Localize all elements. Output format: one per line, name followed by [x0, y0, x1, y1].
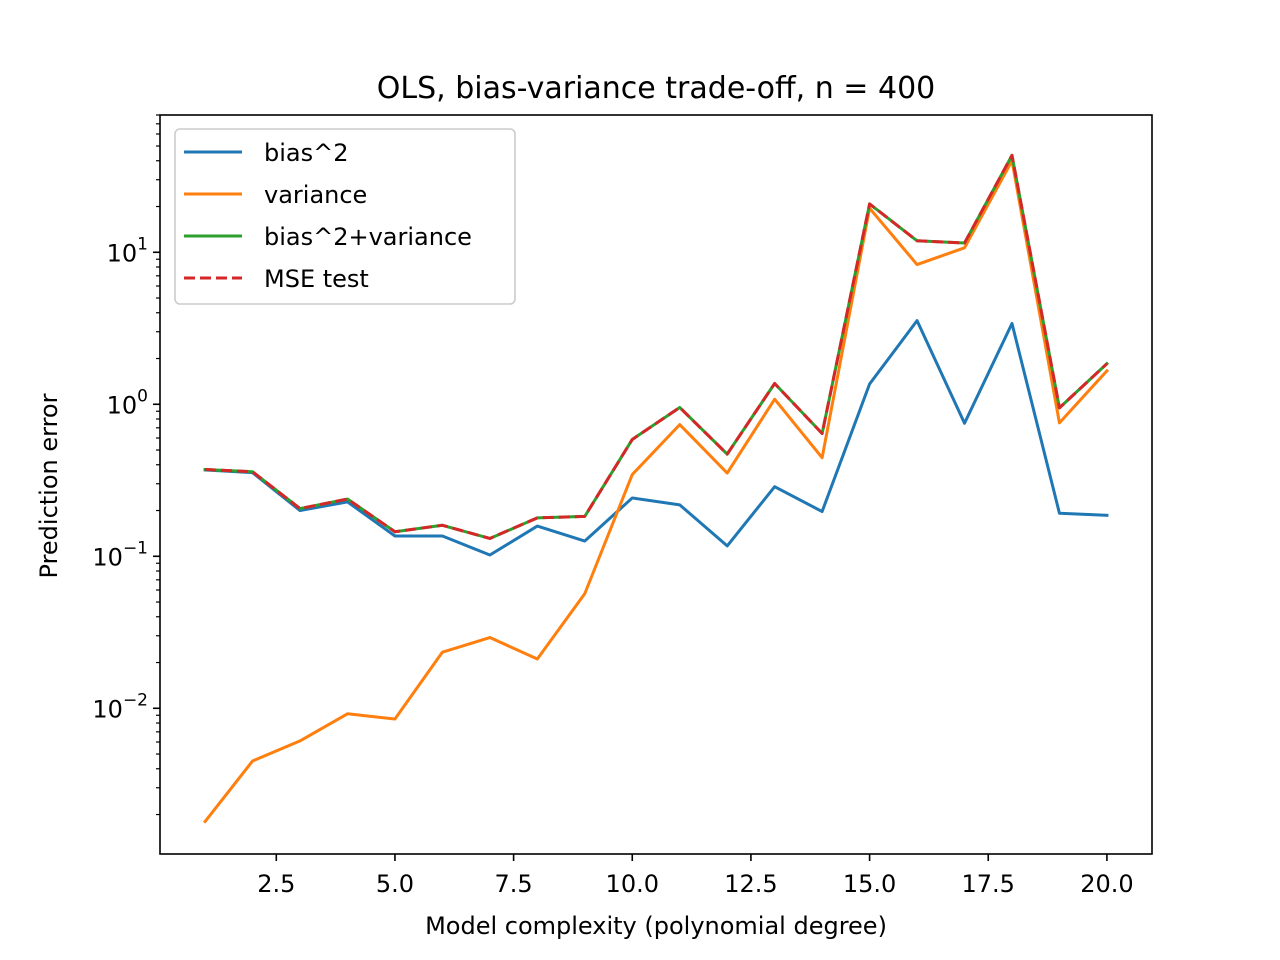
legend-label-3: bias^2+variance [264, 223, 472, 251]
x-tick-label: 20.0 [1080, 870, 1133, 898]
x-tick-label: 15.0 [843, 870, 896, 898]
x-tick-label: 7.5 [495, 870, 533, 898]
plot-area: 2.5 5.0 7.5 10.0 12.5 15.0 17.5 20.0 10−2 10−1 100… [92, 114, 1153, 898]
x-tick-label: 5.0 [376, 870, 414, 898]
x-tick-label: 10.0 [606, 870, 659, 898]
series-line-4 [205, 153, 1108, 540]
y-tick-label: 100 [107, 386, 148, 419]
legend-label-1: bias^2 [264, 139, 349, 167]
x-axis-label: Model complexity (polynomial degree) [425, 912, 887, 940]
legend-label-4: MSE test [264, 265, 369, 293]
x-tick-label: 12.5 [724, 870, 777, 898]
x-tick-label: 2.5 [257, 870, 295, 898]
chart-title: OLS, bias-variance trade-off, n = 400 [377, 71, 936, 106]
legend-label-2: variance [264, 181, 367, 209]
y-tick-label: 10−2 [92, 690, 148, 723]
y-tick-label: 101 [107, 234, 148, 267]
series-line-2 [202, 159, 1110, 824]
axes-frame [159, 114, 1153, 855]
legend: bias^2 variance bias^2+variance MSE test [174, 128, 516, 305]
legend-box [174, 128, 516, 305]
x-tick-label: 17.5 [962, 870, 1015, 898]
y-tick-label: 10−1 [92, 538, 148, 571]
series-line-1 [203, 319, 1109, 557]
y-axis-label: Prediction error [35, 393, 63, 578]
